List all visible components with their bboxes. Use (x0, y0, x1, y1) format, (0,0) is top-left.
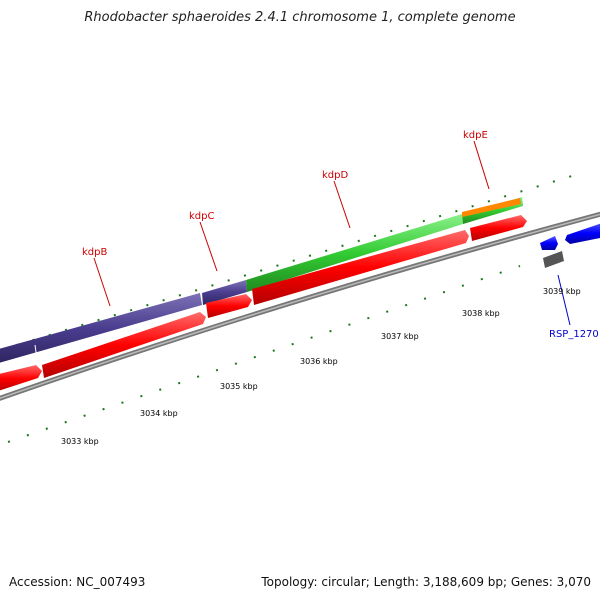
kbp-tick-label: 3038 kbp (462, 309, 500, 318)
locus-label-RSP_1270: RSP_1270 (549, 329, 599, 340)
genome-summary-text: Topology: circular; Length: 3,188,609 bp… (261, 575, 591, 589)
feature-kdpC[interactable] (202, 280, 247, 305)
cds-track (0, 215, 527, 392)
gene-label-kdpD: kdpD (322, 170, 348, 181)
kbp-tick-label: 3035 kbp (220, 382, 258, 391)
gene-label-kdpB: kdpB (82, 247, 107, 258)
map-title: Rhodobacter sphaeroides 2.4.1 chromosome… (84, 10, 516, 25)
gene-label-kdpC: kdpC (189, 211, 214, 222)
blue-gene-arrow[interactable] (540, 236, 558, 250)
kbp-tick-label: 3037 kbp (381, 332, 419, 341)
outer-tick-row (0, 171, 586, 351)
locus-leader (557, 274, 571, 326)
backbone (0, 211, 600, 401)
kbp-tick-label: 3039 kbp (543, 287, 581, 296)
feature-kdpD[interactable] (246, 214, 463, 292)
accession-text: Accession: NC_007493 (9, 575, 146, 589)
label-leaders (93, 140, 490, 307)
cds-arrow-kdpD[interactable] (252, 230, 469, 305)
cds-arrow-kdpC[interactable] (206, 294, 252, 318)
cds-arrow-kdpE[interactable] (470, 215, 527, 241)
feature-kdpE[interactable] (462, 197, 523, 224)
kbp-tick-label: 3033 kbp (61, 437, 99, 446)
gray-feature-RSP_1270[interactable] (543, 251, 564, 268)
cds-arrow-kdpB[interactable] (42, 312, 206, 378)
other-features (540, 222, 600, 268)
cds-arrow[interactable] (0, 365, 42, 392)
kbp-tick-label: 3036 kbp (300, 357, 338, 366)
blue-gene-arrow[interactable] (565, 222, 600, 244)
feature-kdpB[interactable] (0, 293, 202, 364)
kbp-tick-label: 3034 kbp (140, 409, 178, 418)
gene-label-kdpE: kdpE (463, 130, 488, 141)
